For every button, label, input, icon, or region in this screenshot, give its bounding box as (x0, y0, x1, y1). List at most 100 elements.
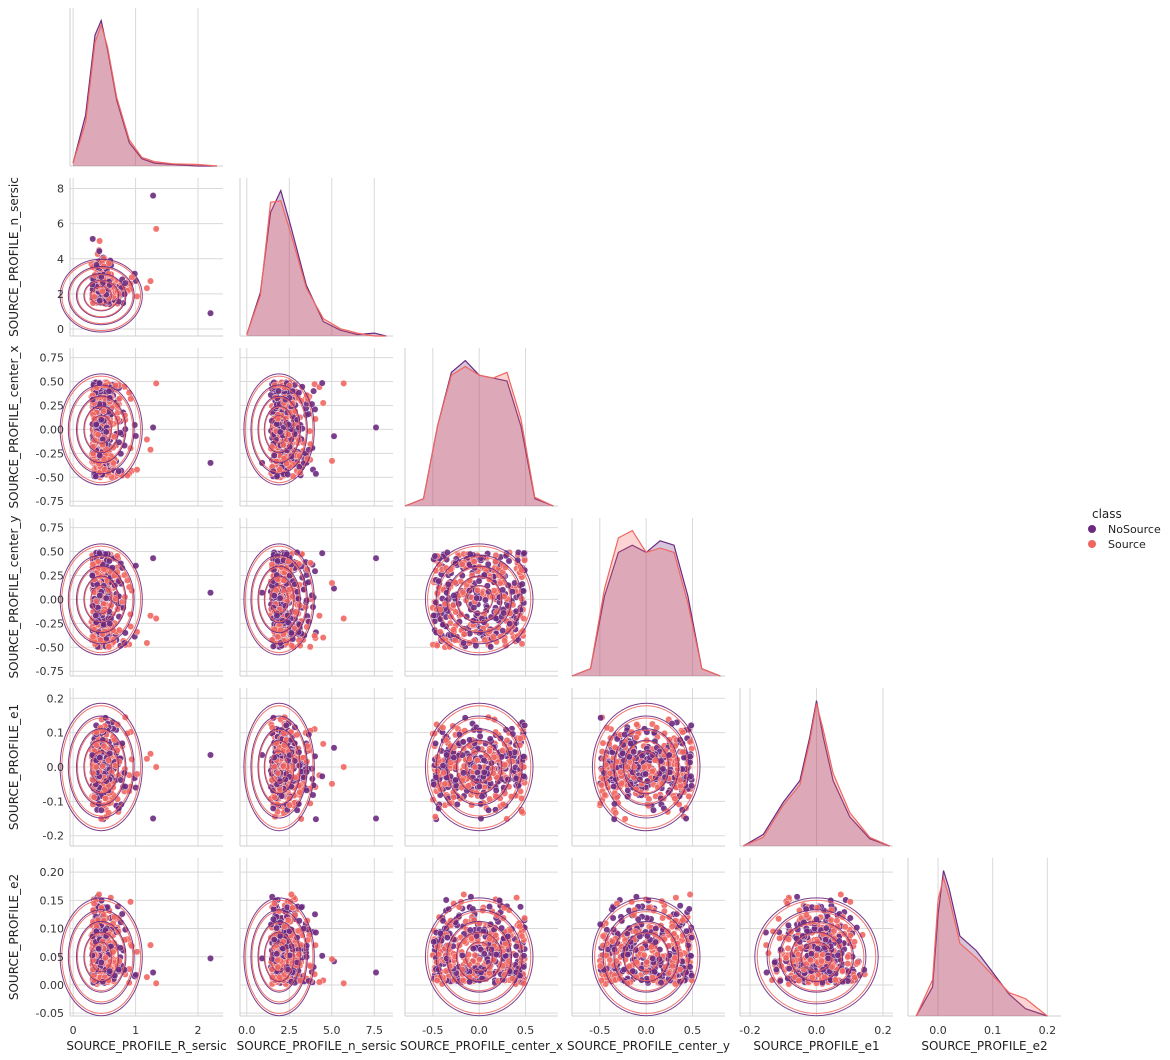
panel-SOURCE_PROFILE_e1-vs-SOURCE_PROFILE_n_sersic (239, 688, 393, 847)
scatter-point-Source (319, 740, 327, 748)
kde-contour-NoSource (243, 373, 315, 486)
scatter-point-Source (679, 728, 687, 736)
scatter-point-NoSource (102, 594, 110, 602)
panel-SOURCE_PROFILE_e1-vs-SOURCE_PROFILE_e1 (739, 688, 893, 847)
scatter-point-NoSource (269, 643, 277, 650)
scatter-point-Source (127, 395, 135, 403)
y-axis-label: SOURCE_PROFILE_center_y (7, 516, 21, 679)
y-tick-label: 0.05 (40, 951, 65, 964)
scatter-point-NoSource (97, 806, 105, 814)
kde-contour-Source (264, 406, 294, 453)
y-tick-label: 0.15 (40, 894, 65, 907)
scatter-point-NoSource (149, 192, 157, 200)
scatter-point-NoSource (92, 612, 100, 619)
scatter-point-Source (315, 612, 323, 620)
scatter-point-Source (633, 734, 640, 741)
scatter-point-NoSource (149, 815, 157, 822)
scatter-point-Source (340, 615, 348, 622)
scatter-point-NoSource (318, 772, 326, 780)
pairplot-panels: 02468SOURCE_PROFILE_n_sersic-0.75-0.50-0… (7, 8, 1061, 1053)
y-tick-label: 0.75 (40, 352, 65, 365)
scatter-point-Source (470, 558, 478, 565)
scatter-point-NoSource (92, 472, 100, 480)
scatter-point-Source (279, 762, 287, 770)
scatter-point-NoSource (642, 770, 649, 778)
scatter-point-NoSource (520, 549, 528, 557)
scatter-point-Source (95, 891, 103, 898)
scatter-point-NoSource (96, 754, 104, 761)
scatter-point-Source (143, 755, 151, 763)
scatter-point-NoSource (480, 768, 488, 776)
scatter-point-Source (601, 791, 609, 799)
y-axis-label: SOURCE_PROFILE_e1 (7, 704, 21, 830)
scatter-point-Source (274, 769, 282, 777)
y-axis-label: SOURCE_PROFILE_n_sersic (7, 177, 21, 337)
y-axis-label: SOURCE_PROFILE_e2 (7, 874, 21, 1000)
kde-contour-NoSource (67, 266, 135, 326)
scatter-point-NoSource (521, 722, 528, 729)
scatter-point-Source (143, 973, 151, 981)
scatter-point-NoSource (89, 235, 97, 243)
scatter-point-Source (328, 457, 336, 465)
scatter-point-NoSource (512, 774, 520, 782)
scatter-point-NoSource (619, 750, 626, 757)
scatter-point-NoSource (149, 424, 157, 431)
y-tick-label: 0.0 (47, 761, 65, 774)
scatter-point-Source (96, 237, 104, 245)
scatter-point-Source (677, 782, 684, 790)
y-tick-label: 2 (57, 288, 64, 301)
scatter-point-Source (100, 742, 108, 750)
scatter-point-Source (319, 634, 327, 641)
scatter-point-Source (471, 763, 479, 771)
panel-SOURCE_PROFILE_e2-vs-SOURCE_PROFILE_R_sersic: -0.050.000.050.100.150.20SOURCE_PROFILE_… (7, 858, 227, 1053)
kde-fill-NoSource (73, 20, 217, 166)
kde-contour-Source (90, 415, 112, 444)
scatter-point-Source (501, 637, 509, 645)
y-tick-label: 0.75 (40, 522, 65, 535)
scatter-point-NoSource (450, 592, 458, 599)
scatter-point-NoSource (115, 467, 123, 475)
scatter-point-Source (490, 753, 498, 761)
scatter-point-Source (450, 626, 458, 633)
scatter-point-NoSource (207, 459, 214, 467)
scatter-point-Source (431, 813, 439, 821)
scatter-point-NoSource (477, 554, 485, 562)
x-tick-label: 2 (195, 1024, 202, 1037)
kde-contour-NoSource (67, 384, 135, 475)
scatter-point-Source (648, 768, 656, 775)
scatter-point-Source (340, 379, 348, 387)
scatter-point-Source (152, 225, 160, 233)
scatter-point-Source (676, 776, 684, 784)
panel-SOURCE_PROFILE_center_x-vs-SOURCE_PROFILE_center_x (404, 348, 558, 507)
kde-contour-Source (61, 260, 142, 332)
kde-contour-Source (90, 286, 112, 305)
scatter-point-Source (441, 780, 449, 788)
scatter-point-NoSource (476, 732, 484, 740)
scatter-point-Source (671, 795, 679, 802)
scatter-point-NoSource (430, 780, 438, 788)
y-tick-label: 0.25 (40, 399, 65, 412)
scatter-point-Source (147, 446, 154, 454)
x-tick-label: 0 (70, 1024, 77, 1037)
scatter-point-NoSource (330, 432, 338, 440)
kde-line-Source (404, 365, 554, 507)
kde-line-Source (72, 23, 217, 167)
kde-contour-Source (258, 396, 300, 462)
scatter-point-NoSource (97, 959, 105, 966)
scatter-point-Source (112, 381, 119, 389)
kde-contour-NoSource (83, 279, 119, 312)
y-tick-label: -0.50 (36, 471, 64, 484)
scatter-point-NoSource (330, 744, 338, 752)
scatter-point-Source (499, 747, 507, 754)
scatter-point-NoSource (487, 643, 494, 651)
kde-contour-NoSource (250, 384, 308, 475)
scatter-point-NoSource (431, 552, 439, 560)
kde-line-NoSource (72, 18, 217, 167)
y-axis-label: SOURCE_PROFILE_center_x (7, 346, 21, 509)
scatter-point-Source (133, 292, 141, 300)
scatter-point-NoSource (97, 416, 105, 424)
scatter-point-Source (458, 560, 466, 568)
y-tick-label: 0.1 (47, 727, 65, 740)
scatter-point-NoSource (318, 379, 326, 387)
scatter-point-Source (473, 756, 481, 764)
